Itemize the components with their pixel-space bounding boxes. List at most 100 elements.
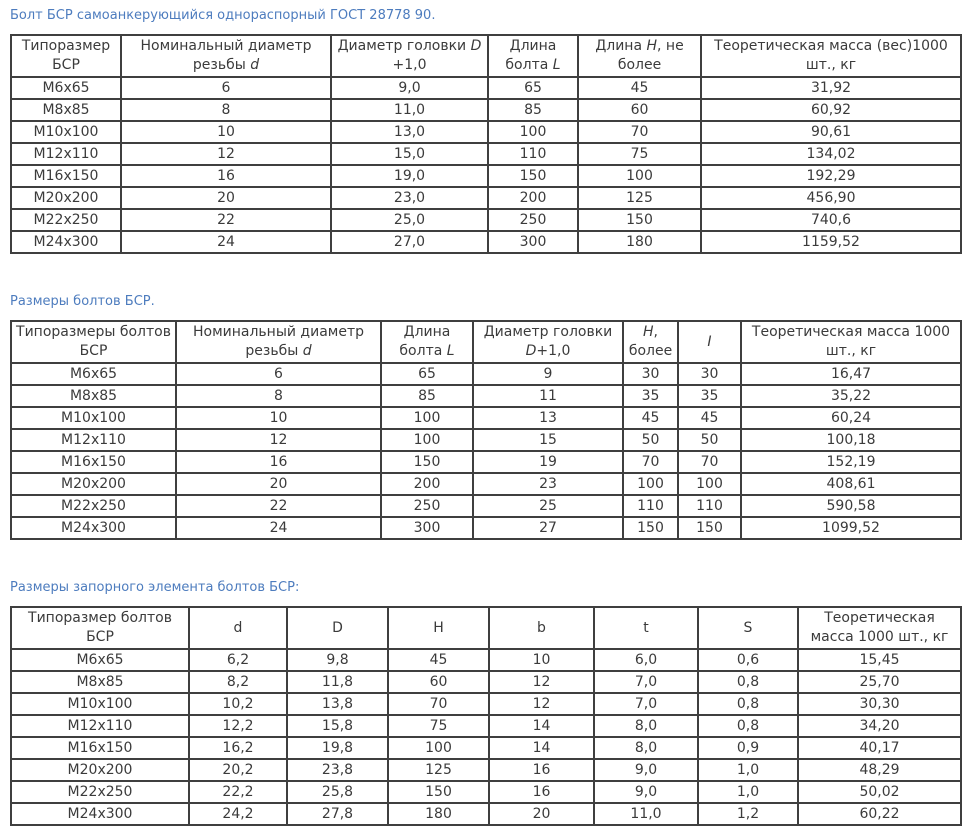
header-text: Диаметр головки	[337, 38, 471, 54]
table-cell: 0,9	[697, 736, 799, 760]
table-row: М22х250 22,2 25,8 150 16 9,0 1,0 50,02	[10, 780, 962, 804]
column-header: t	[593, 606, 699, 650]
table-cell: 10	[488, 648, 595, 672]
table-cell: 13,0	[330, 120, 489, 144]
table-cell: 125	[577, 186, 702, 210]
table-cell: 27,0	[330, 230, 489, 254]
table-cell: 60	[577, 98, 702, 122]
table-cell: 12,2	[188, 714, 288, 738]
table-cell: 1,0	[697, 758, 799, 782]
header-text: d	[233, 619, 243, 636]
table-cell: 19,0	[330, 164, 489, 188]
table-row: М16х150 16 150 19 70 70 152,19	[10, 450, 962, 474]
table-cell: 20	[175, 472, 382, 496]
column-header: Теоретическая масса 1000 шт., кг	[797, 606, 962, 650]
table-cell: 60,92	[700, 98, 962, 122]
table-cell: 14	[488, 736, 595, 760]
header-text: t	[643, 619, 649, 636]
section-bolt-sizes: Размеры болтов БСР. Типоразмеры болтов Б…	[10, 294, 962, 540]
table-cell: 150	[622, 516, 679, 540]
table-row: М22х250 22 250 25 110 110 590,58	[10, 494, 962, 518]
table-cell: 22,2	[188, 780, 288, 804]
table-cell: 60,22	[797, 802, 962, 826]
table-cell: 9,8	[286, 648, 389, 672]
table-cell: 6	[175, 362, 382, 386]
table-cell: 6,2	[188, 648, 288, 672]
bolt-sizes-table: Типоразмеры болтов БСР Номинальный диамет…	[10, 320, 962, 540]
table-cell: 150	[677, 516, 742, 540]
table-row: М6х65 6 65 9 30 30 16,47	[10, 362, 962, 386]
table-cell: 6,0	[593, 648, 699, 672]
column-header: Теоретическая масса 1000 шт., кг	[740, 320, 962, 364]
table-row: М8х85 8,2 11,8 60 12 7,0 0,8 25,70	[10, 670, 962, 694]
header-text: Теоретическая масса 1000 шт., кг	[751, 324, 951, 359]
table-cell: 12	[120, 142, 332, 166]
table-cell: М24х300	[10, 516, 177, 540]
table-cell: 150	[577, 208, 702, 232]
table-cell: 15,0	[330, 142, 489, 166]
table-cell: 200	[380, 472, 474, 496]
column-header: Диаметр головки D +1,0	[330, 34, 489, 78]
table-cell: 23,8	[286, 758, 389, 782]
table-cell: М8х85	[10, 670, 190, 694]
column-header: d	[188, 606, 288, 650]
table-cell: 19,8	[286, 736, 389, 760]
header-text: Типоразмеры болтов БСР	[16, 324, 171, 359]
table-cell: 20	[488, 802, 595, 826]
table-cell: 34,20	[797, 714, 962, 738]
table-cell: 250	[487, 208, 579, 232]
header-text: Типоразмер БСР	[21, 38, 111, 73]
table-row: М12х110 12 100 15 50 50 100,18	[10, 428, 962, 452]
table-cell: 9	[472, 362, 624, 386]
table-cell: 110	[677, 494, 742, 518]
table-cell: 85	[380, 384, 474, 408]
table-cell: М6х65	[10, 362, 177, 386]
table-cell: 110	[622, 494, 679, 518]
header-text: Длина болта	[505, 38, 557, 73]
table-cell: 22	[175, 494, 382, 518]
bolt-bsr-main-table: Типоразмер БСР Номинальный диаметр резьбы…	[10, 34, 962, 254]
table-cell: 192,29	[700, 164, 962, 188]
table-cell: 20	[120, 186, 332, 210]
table-cell: М24х300	[10, 230, 122, 254]
table-cell: 8,0	[593, 736, 699, 760]
header-variable-symbol: L	[552, 57, 561, 73]
table-cell: М6х65	[10, 648, 190, 672]
table-row: М8х85 8 85 11 35 35 35,22	[10, 384, 962, 408]
table-cell: 35	[677, 384, 742, 408]
table-row: М6х65 6 9,0 65 45 31,92	[10, 76, 962, 100]
header-text: S	[743, 619, 753, 636]
table-row: М10х100 10,2 13,8 70 12 7,0 0,8 30,30	[10, 692, 962, 716]
table-cell: 20,2	[188, 758, 288, 782]
header-text: Номинальный диаметр резьбы	[140, 38, 312, 73]
header-variable-symbol: I	[707, 333, 712, 350]
section-title-bolt-bsr-gost: Болт БСР самоанкерующийся однораспорный …	[10, 8, 436, 23]
column-header: H	[387, 606, 490, 650]
table-cell: 24,2	[188, 802, 288, 826]
table-cell: 1,0	[697, 780, 799, 804]
table-cell: 70	[387, 692, 490, 716]
header-text: , более	[628, 324, 673, 359]
table-cell: 8,2	[188, 670, 288, 694]
table-cell: 150	[380, 450, 474, 474]
table-row: М16х150 16 19,0 150 100 192,29	[10, 164, 962, 188]
table-cell: 9,0	[593, 758, 699, 782]
table-cell: 10	[120, 120, 332, 144]
table-cell: 65	[487, 76, 579, 100]
table-cell: 30	[677, 362, 742, 386]
column-header: D	[286, 606, 389, 650]
table-cell: 125	[387, 758, 490, 782]
table-cell: 150	[487, 164, 579, 188]
table-cell: 70	[577, 120, 702, 144]
table-cell: 30,30	[797, 692, 962, 716]
table-cell: 19	[472, 450, 624, 474]
table-cell: 180	[387, 802, 490, 826]
table-cell: 13	[472, 406, 624, 430]
table-cell: 45	[577, 76, 702, 100]
table-cell: 35	[622, 384, 679, 408]
table-cell: 50	[677, 428, 742, 452]
header-variable-symbol: D	[525, 343, 537, 359]
table-cell: 200	[487, 186, 579, 210]
table-cell: 24	[175, 516, 382, 540]
column-header: Номинальный диаметр резьбы d	[175, 320, 382, 364]
